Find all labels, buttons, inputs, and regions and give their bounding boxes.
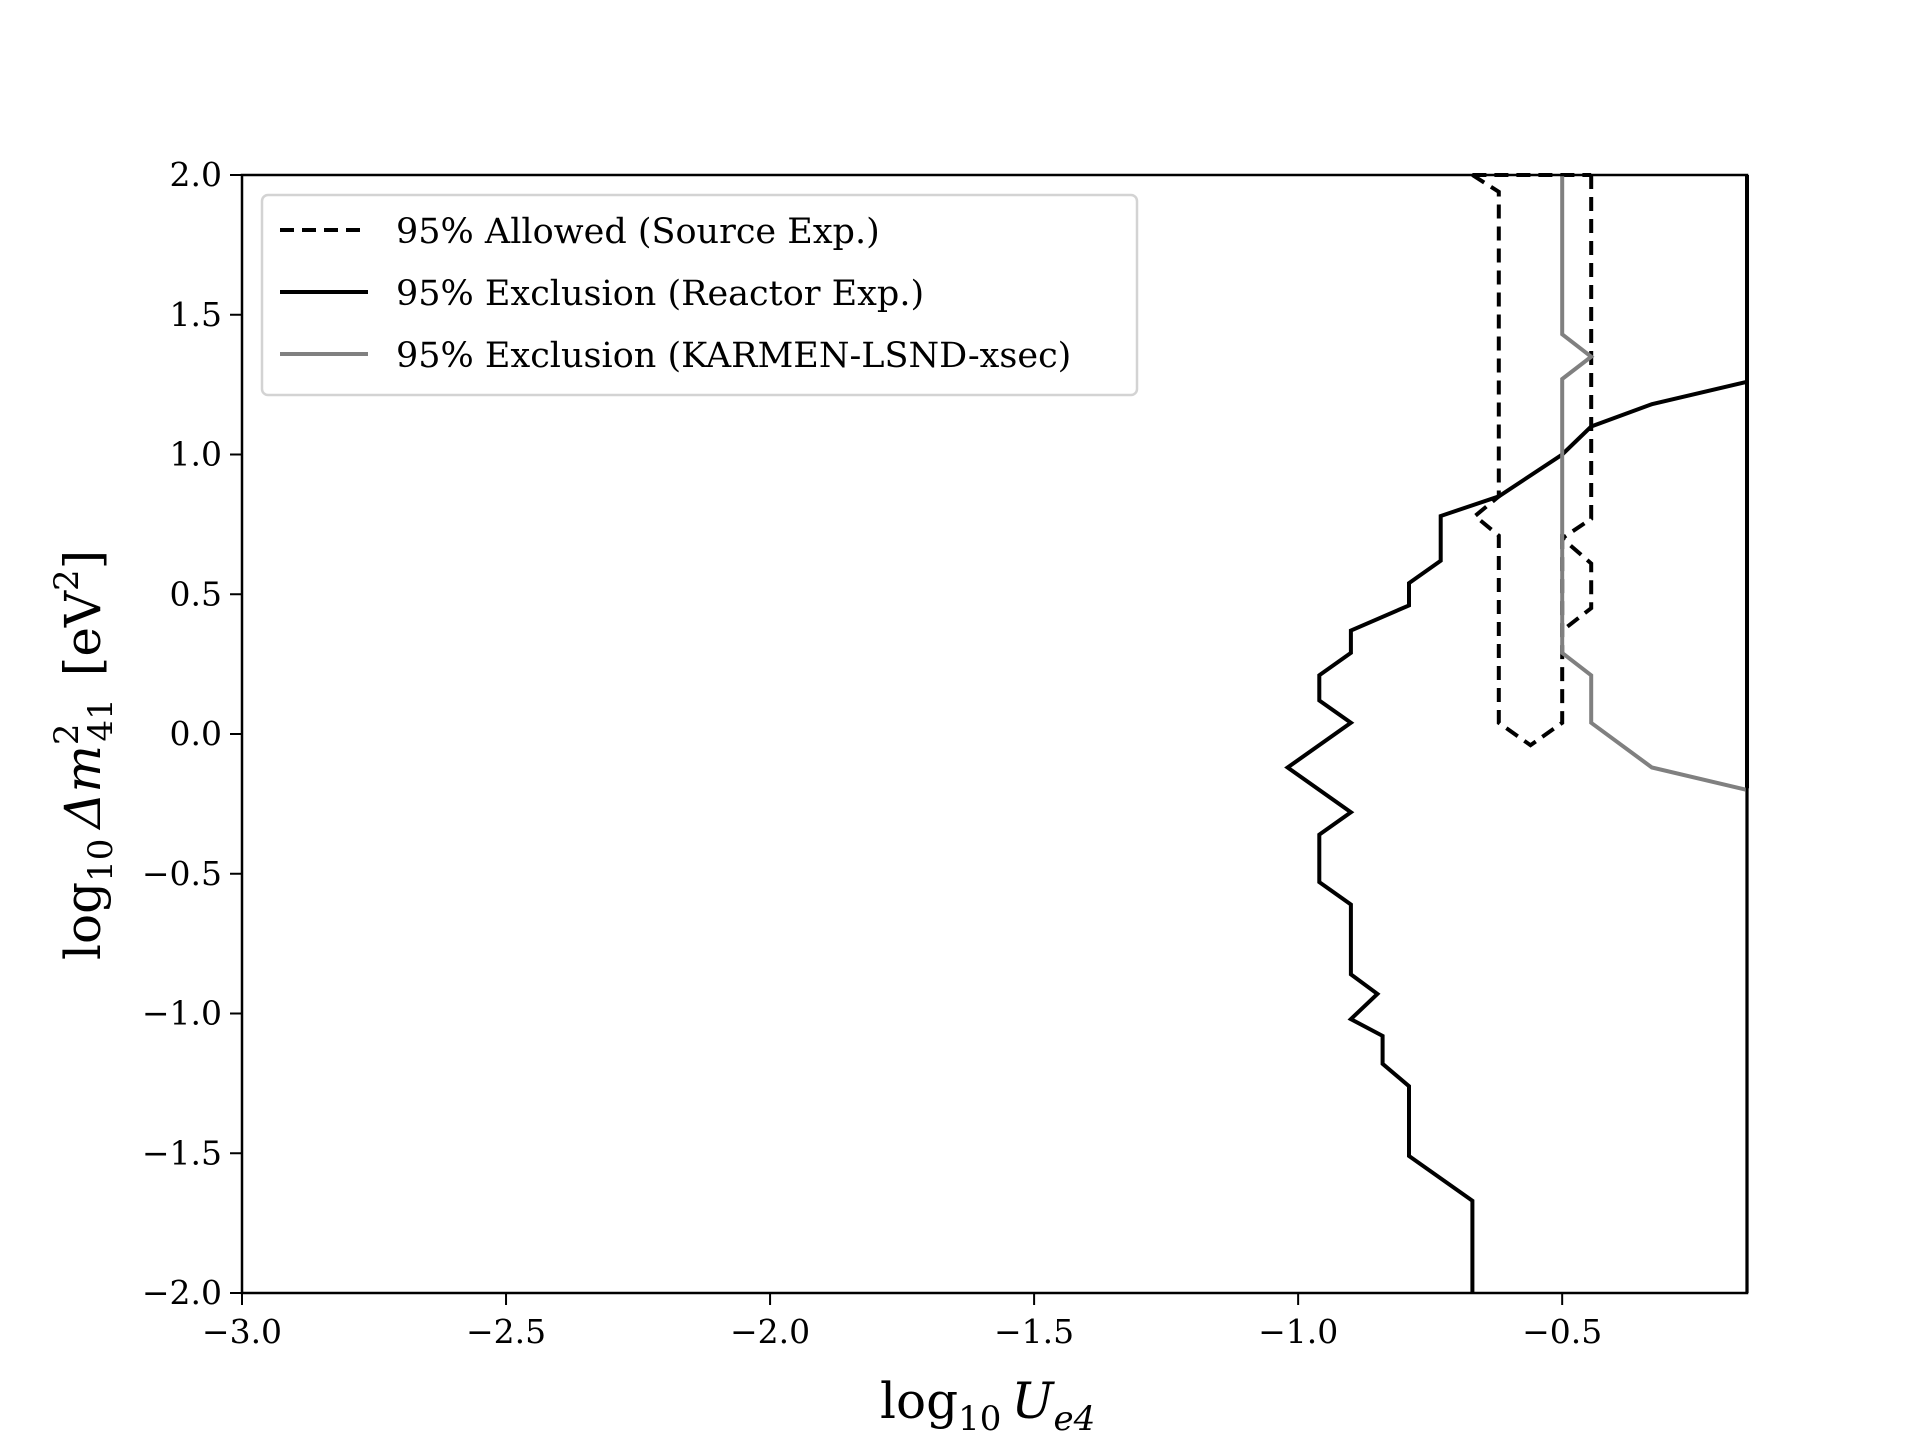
y-tick-label: 1.5 <box>170 295 222 334</box>
x-tick-label: −1.5 <box>994 1312 1074 1351</box>
y-tick-label: −2.0 <box>142 1273 222 1312</box>
legend-box <box>260 193 1139 397</box>
legend-label-karmen: 95% Exclusion (KARMEN-LSND-xsec) <box>396 336 1071 376</box>
y-axis: −2.0 −1.5 −1.0 −0.5 0.0 0.5 1.0 1.5 2.0 <box>142 155 242 1312</box>
series-2-segment-0 <box>1560 175 1749 1293</box>
plot-lines <box>1284 173 1749 1293</box>
series-1-segment-0 <box>1284 379 1748 1293</box>
x-tick-label: −2.5 <box>466 1312 546 1351</box>
y-tick-label: 2.0 <box>170 155 222 194</box>
y-tick-label: −1.0 <box>142 994 222 1033</box>
x-tick-label: −0.5 <box>1522 1312 1602 1351</box>
legend: 95% Allowed (Source Exp.) 95% Exclusion … <box>260 193 1139 397</box>
y-tick-label: −1.5 <box>142 1133 222 1172</box>
y-tick-label: 0.5 <box>170 574 222 613</box>
series-0-segment-0 <box>1471 173 1594 748</box>
y-tick-label: 1.0 <box>170 435 222 474</box>
series-0-segment-1 <box>1561 175 1594 540</box>
x-tick-label: −2.0 <box>730 1312 810 1351</box>
y-tick-label: −0.5 <box>142 854 222 893</box>
y-axis-title: log10Δm241[eV2] <box>47 550 121 960</box>
x-tick-label: −1.0 <box>1258 1312 1338 1351</box>
x-tick-label: −3.0 <box>202 1312 282 1351</box>
y-tick-label: 0.0 <box>170 714 222 753</box>
x-axis: −3.0 −2.5 −2.0 −1.5 −1.0 −0.5 <box>202 1293 1602 1351</box>
legend-label-reactor: 95% Exclusion (Reactor Exp.) <box>396 274 924 314</box>
x-axis-title: log10 Ue4 <box>880 1372 1095 1439</box>
legend-label-allowed: 95% Allowed (Source Exp.) <box>396 212 880 252</box>
